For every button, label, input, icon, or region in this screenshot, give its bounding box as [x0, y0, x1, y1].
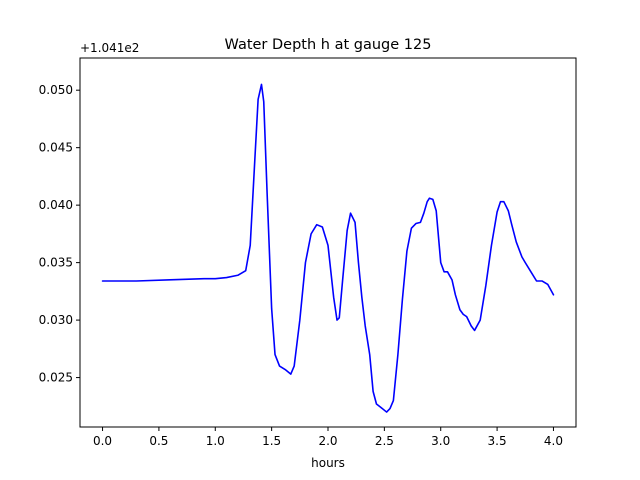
x-tick-label: 3.5 [488, 434, 507, 448]
chart-title: Water Depth h at gauge 125 [225, 37, 432, 53]
x-tick-label: 2.5 [375, 434, 394, 448]
x-tick-label: 4.0 [544, 434, 563, 448]
plot-area [101, 83, 555, 413]
y-tick-label: 0.045 [39, 141, 73, 155]
y-tick-label: 0.030 [39, 313, 73, 327]
x-axis: 0.0 0.5 1.0 1.5 2.0 2.5 3.0 3.5 4.0 [93, 427, 563, 448]
y-tick-label: 0.040 [39, 198, 73, 212]
x-tick-label: 3.0 [431, 434, 450, 448]
x-tick-label: 0.0 [93, 434, 112, 448]
y-offset-label: +1.041e2 [80, 41, 139, 55]
y-tick-label: 0.035 [39, 256, 73, 270]
x-axis-label: hours [311, 456, 345, 470]
x-tick-label: 2.0 [318, 434, 337, 448]
x-tick-label: 1.0 [206, 434, 225, 448]
y-tick-label: 0.025 [39, 371, 73, 385]
series-line [101, 83, 555, 413]
x-tick-label: 1.5 [262, 434, 281, 448]
y-axis: 0.025 0.030 0.035 0.040 0.045 0.050 [39, 83, 80, 385]
x-tick-label: 0.5 [149, 434, 168, 448]
y-tick-label: 0.050 [39, 83, 73, 97]
